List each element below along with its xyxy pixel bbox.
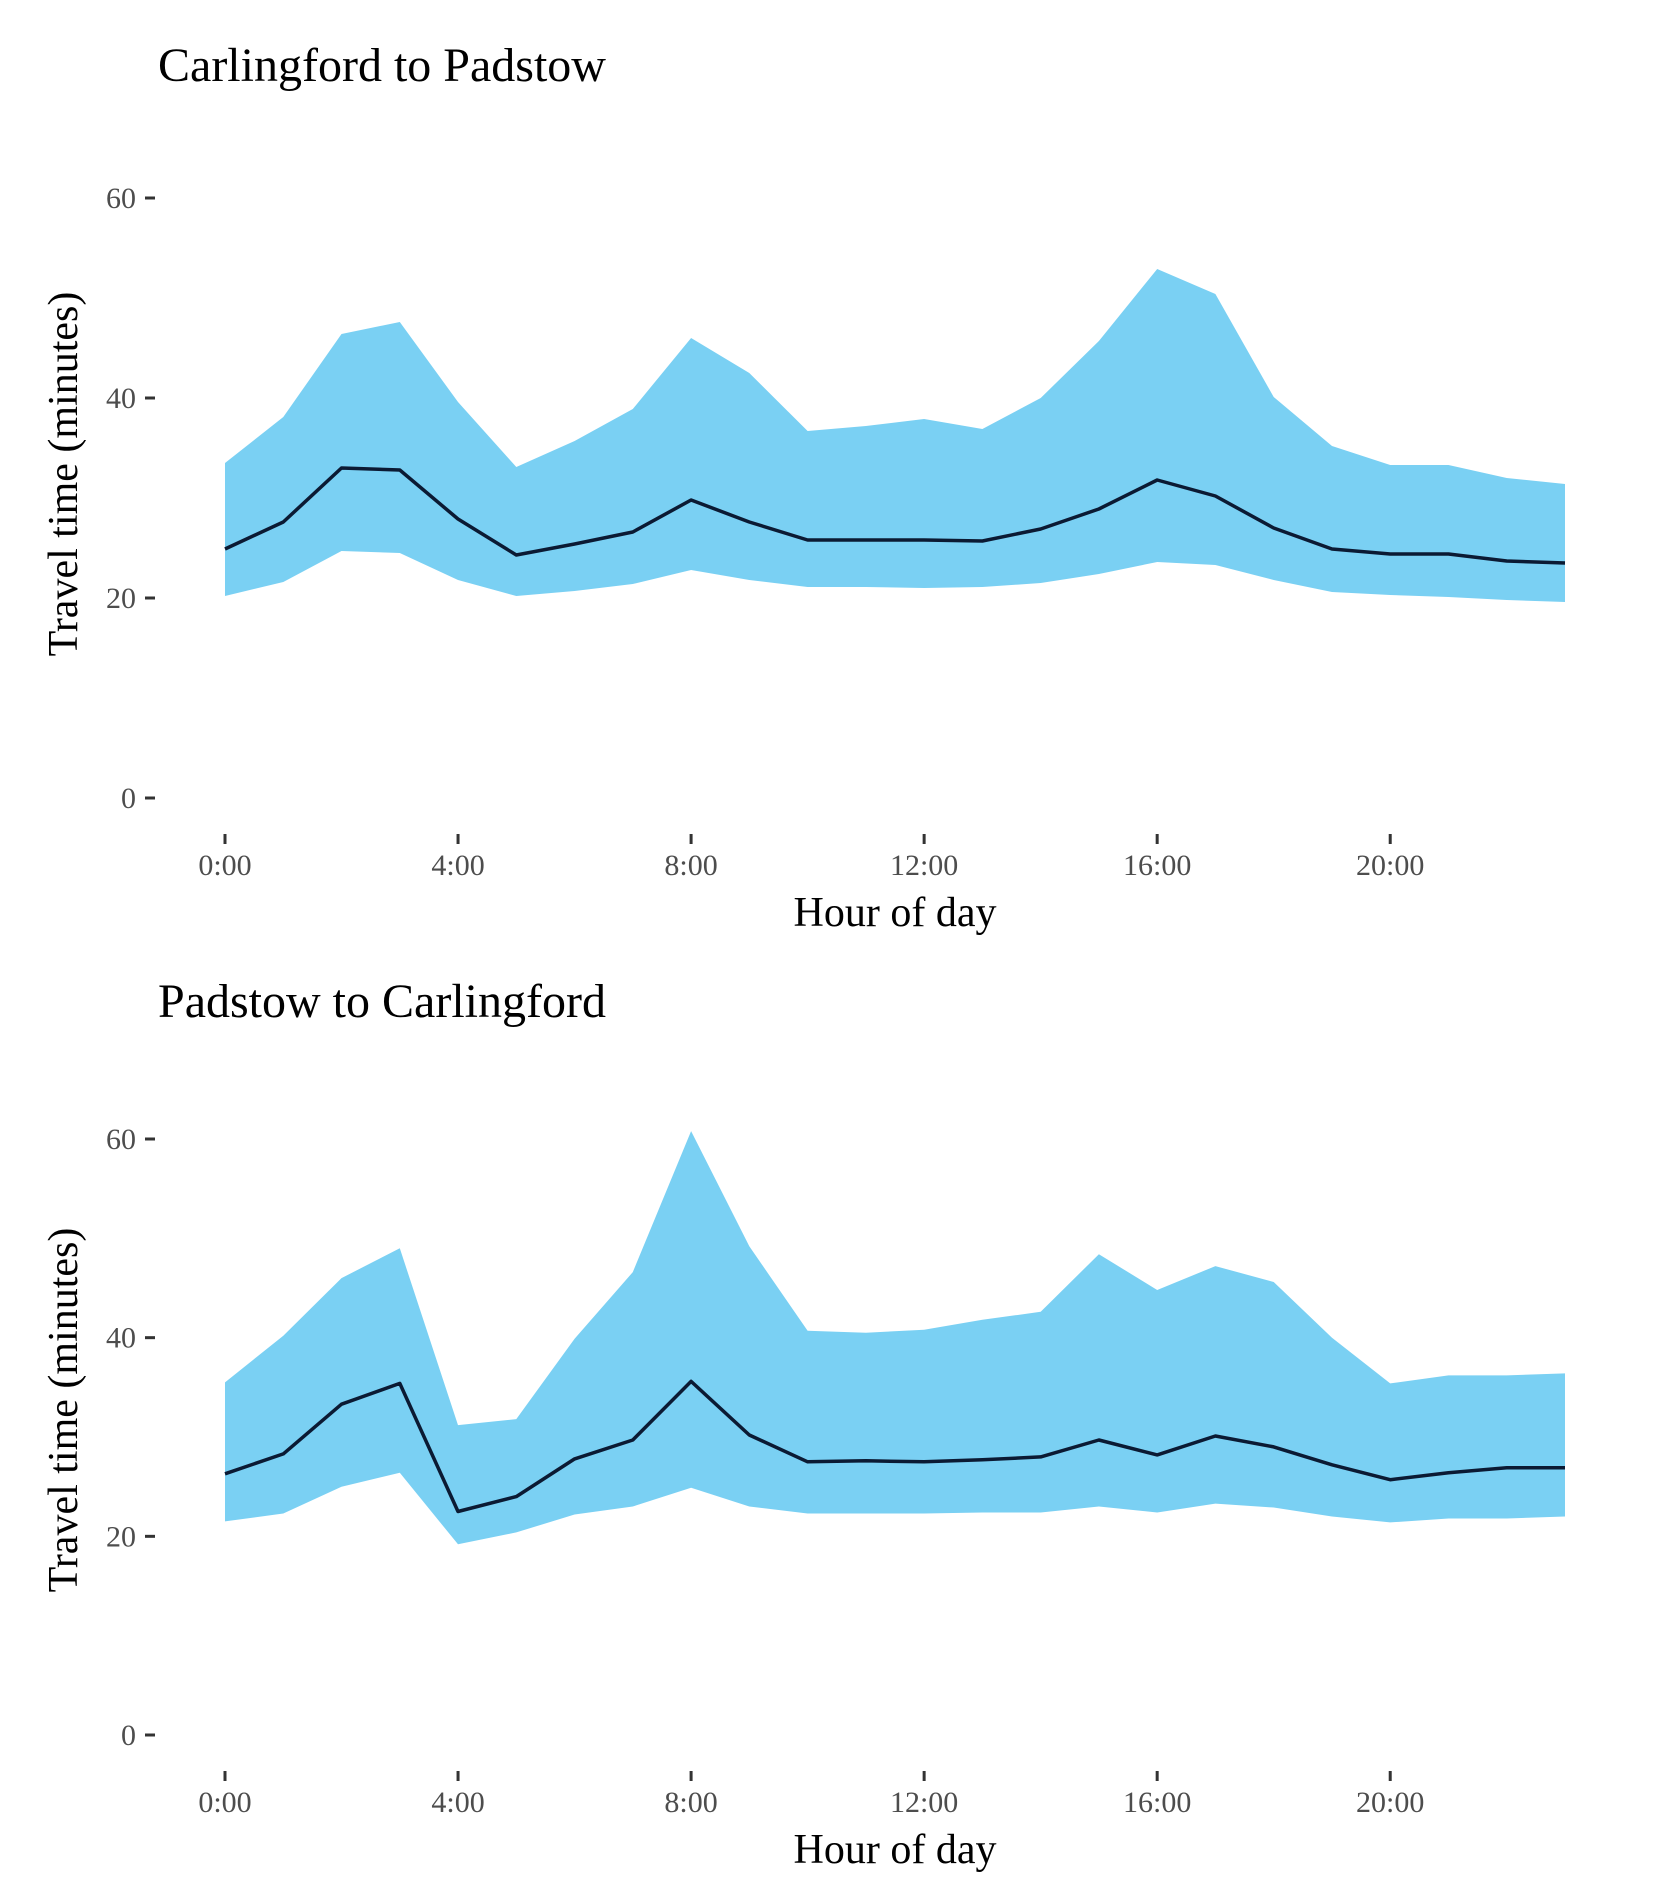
- x-tick-label: 8:00: [664, 1786, 717, 1819]
- y-tick-label: 0: [121, 782, 136, 815]
- x-tick-label: 20:00: [1356, 849, 1424, 882]
- x-axis-ticks: 0:00 4:00 8:00 12:00 16:00 20:00: [198, 1771, 1424, 1819]
- y-tick-label: 40: [106, 382, 136, 415]
- y-tick-label: 20: [106, 1520, 136, 1553]
- median-line: [224, 1379, 1565, 1514]
- x-tick-label: 4:00: [431, 1786, 484, 1819]
- y-axis-label: Travel time (minutes): [41, 292, 87, 657]
- x-tick-label: 16:00: [1123, 849, 1191, 882]
- y-tick-label: 60: [106, 182, 136, 215]
- x-tick-label: 8:00: [664, 849, 717, 882]
- y-tick-label: 0: [121, 1719, 136, 1752]
- y-axis-label: Travel time (minutes): [41, 1228, 87, 1593]
- x-axis-ticks: 0:00 4:00 8:00 12:00 16:00 20:00: [198, 834, 1424, 882]
- range-band: [225, 269, 1565, 602]
- y-tick-label: 40: [106, 1322, 136, 1355]
- x-tick-label: 4:00: [431, 849, 484, 882]
- median-line: [224, 466, 1566, 565]
- chart-title: Carlingford to Padstow: [158, 39, 606, 92]
- range-band: [225, 1131, 1565, 1545]
- y-axis-ticks: 0 20 40 60: [106, 182, 155, 815]
- y-tick-label: 20: [106, 582, 136, 615]
- y-tick-label: 60: [106, 1123, 136, 1156]
- panel-carlingford-to-padstow: Carlingford to Padstow 0 20 40 60 0:00 4:00 8…: [41, 39, 1566, 936]
- x-tick-label: 0:00: [198, 1786, 251, 1819]
- x-tick-label: 12:00: [890, 1786, 958, 1819]
- x-tick-label: 0:00: [198, 849, 251, 882]
- chart-title: Padstow to Carlingford: [158, 975, 606, 1028]
- x-tick-label: 16:00: [1123, 1786, 1191, 1819]
- x-axis-label: Hour of day: [794, 890, 997, 936]
- x-tick-label: 20:00: [1356, 1786, 1424, 1819]
- x-tick-label: 12:00: [890, 849, 958, 882]
- panel-padstow-to-carlingford: Padstow to Carlingford 0 20 40 60 0:00 4:00 8…: [41, 975, 1565, 1873]
- y-axis-ticks: 0 20 40 60: [106, 1123, 155, 1752]
- x-axis-label: Hour of day: [794, 1827, 997, 1873]
